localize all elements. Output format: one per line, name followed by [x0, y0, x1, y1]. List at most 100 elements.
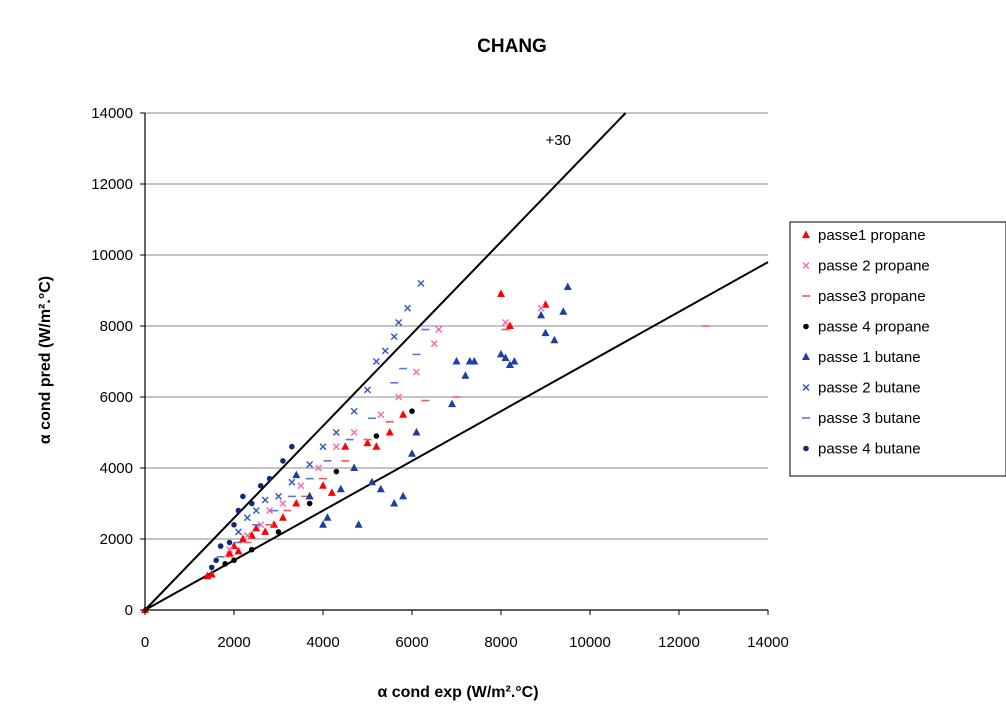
legend-marker — [802, 384, 810, 391]
data-point — [238, 534, 247, 542]
x-stroke — [319, 443, 327, 451]
data-point — [249, 546, 255, 553]
data-point — [297, 482, 305, 490]
legend-item: passe 3 butane — [802, 410, 921, 427]
data-point — [435, 326, 443, 334]
data-point — [412, 428, 421, 436]
grid-lines — [145, 112, 768, 540]
x-stroke — [501, 318, 509, 326]
data-point — [305, 491, 314, 500]
x-stroke — [243, 531, 251, 539]
legend-label: passe 1 butane — [818, 349, 921, 366]
data-point — [399, 410, 408, 418]
data-point — [266, 507, 274, 515]
data-point — [363, 438, 372, 447]
data-point — [235, 507, 242, 514]
x-stroke — [537, 304, 545, 312]
y-tick-label: 14000 — [91, 105, 133, 122]
x-stroke — [381, 347, 389, 355]
data-point — [559, 307, 568, 315]
y-axis-label: α cond pred (W/m².°C) — [37, 276, 54, 444]
data-point — [243, 531, 251, 539]
x-stroke — [279, 500, 287, 507]
x-stroke — [266, 507, 274, 515]
data-point — [452, 357, 461, 365]
data-point — [319, 520, 327, 528]
x-stroke — [332, 443, 340, 451]
legend-label: passe3 propane — [818, 288, 926, 305]
data-point — [537, 310, 546, 319]
y-tick-label: 8000 — [100, 318, 133, 335]
x-stroke — [252, 507, 260, 515]
legend-label: passe 4 butane — [818, 441, 921, 458]
reference-lines — [145, 112, 769, 611]
y-tick-label: 6000 — [100, 389, 133, 406]
legend-label: passe 4 propane — [818, 319, 930, 336]
x-tick-label: 10000 — [569, 634, 611, 651]
x-stroke — [435, 326, 443, 334]
reference-line — [145, 261, 769, 611]
series-3 — [222, 408, 415, 567]
data-point — [252, 507, 260, 515]
data-point — [261, 496, 269, 504]
legend: passe1 propane passe 2 propane passe3 prop… — [789, 221, 1006, 477]
data-point — [261, 527, 270, 535]
legend-marker — [803, 323, 809, 330]
data-point — [213, 557, 219, 564]
data-point — [217, 543, 224, 549]
data-point — [275, 529, 282, 535]
data-point — [404, 304, 412, 312]
data-point — [266, 475, 273, 482]
x-tick-labels: 0 2000 4000 6000 8000 10000 12000 14000 — [141, 634, 789, 651]
legend-marker — [803, 445, 809, 452]
series-0 — [141, 289, 550, 613]
data-point — [280, 458, 286, 464]
data-point — [323, 513, 332, 521]
data-point — [377, 411, 385, 419]
x-axis-label: α cond exp (W/m².°C) — [377, 684, 538, 701]
x-tick-label: 8000 — [484, 634, 517, 651]
x-stroke — [350, 429, 358, 436]
data-point — [288, 478, 296, 486]
legend-marker — [802, 230, 810, 238]
x-stroke — [288, 478, 296, 486]
data-point — [315, 464, 323, 472]
data-point — [231, 557, 237, 564]
data-point — [364, 386, 371, 394]
y-tick-label: 12000 — [91, 176, 133, 193]
data-points — [141, 279, 710, 613]
data-point — [225, 548, 234, 557]
data-point — [409, 408, 415, 415]
y-tick-labels: 0 2000 4000 6000 8000 10000 12000 14000 — [91, 105, 133, 619]
data-point — [408, 449, 416, 457]
data-point — [505, 321, 514, 329]
legend-item: passe 1 butane — [802, 349, 921, 366]
data-point — [448, 399, 457, 408]
x-stroke — [226, 546, 234, 554]
data-point — [332, 429, 340, 436]
x-stroke — [275, 492, 282, 500]
data-point — [327, 488, 336, 496]
series-6 — [216, 328, 430, 558]
x-stroke — [395, 393, 403, 401]
data-point — [501, 318, 509, 326]
data-point — [372, 442, 381, 450]
x-stroke — [372, 358, 380, 365]
data-point — [385, 428, 394, 436]
legend-label: passe 3 butane — [818, 410, 921, 427]
x-stroke — [332, 429, 340, 436]
data-point — [395, 318, 403, 326]
data-point — [226, 546, 234, 554]
x-stroke — [243, 514, 251, 522]
data-point — [234, 528, 242, 536]
data-point — [257, 482, 264, 489]
data-point — [247, 530, 256, 539]
data-point — [319, 481, 327, 489]
data-point — [412, 368, 420, 376]
axes — [140, 112, 769, 615]
data-point — [243, 514, 251, 522]
x-stroke — [257, 521, 265, 529]
y-tick-label: 4000 — [100, 460, 133, 477]
legend-marker — [802, 262, 810, 269]
